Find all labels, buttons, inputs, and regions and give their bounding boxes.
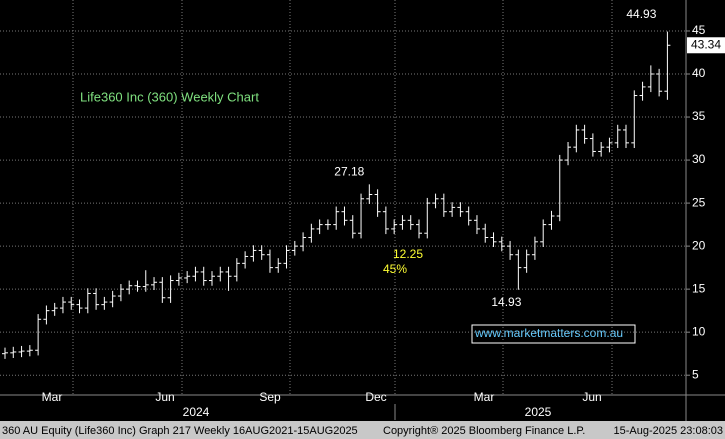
y-tick-label: 10 xyxy=(692,324,706,338)
x-tick-label: Mar xyxy=(474,390,495,404)
low-label: 14.93 xyxy=(491,295,521,309)
x-tick-label: Dec xyxy=(365,390,386,404)
x-tick-label: Mar xyxy=(42,390,63,404)
x-tick-label: Jun xyxy=(582,390,601,404)
y-tick-label: 35 xyxy=(692,109,706,123)
high-label: 27.18 xyxy=(334,165,364,179)
footer-text: Copyright® 2025 Bloomberg Finance L.P. xyxy=(383,425,585,437)
chart-title: Life360 Inc (360) Weekly Chart xyxy=(80,89,259,104)
y-tick-label: 25 xyxy=(692,195,706,209)
watermark: www.marketmatters.com.au xyxy=(474,326,623,340)
y-tick-label: 5 xyxy=(692,367,699,381)
footer-text: 15-Aug-2025 23:08:03 xyxy=(614,425,723,437)
last-price-label: 43.34 xyxy=(691,37,721,51)
x-year-label: 2024 xyxy=(183,405,210,419)
watermark-box xyxy=(471,324,636,344)
footer-bar xyxy=(0,421,725,439)
y-tick-label: 40 xyxy=(692,66,706,80)
high-label: 44.93 xyxy=(626,7,656,21)
x-tick-label: Sep xyxy=(259,390,281,404)
x-tick-label: Jun xyxy=(155,390,174,404)
footer-text: 360 AU Equity (Life360 Inc) Graph 217 We… xyxy=(2,425,358,437)
y-tick-label: 15 xyxy=(692,281,706,295)
x-year-label: 2025 xyxy=(525,405,552,419)
annotation: 12.25 xyxy=(393,247,423,261)
annotation: 45% xyxy=(383,262,407,276)
y-tick-label: 45 xyxy=(692,23,706,37)
last-price-box xyxy=(687,37,725,54)
y-tick-label: 20 xyxy=(692,238,706,252)
y-tick-label: 30 xyxy=(692,152,706,166)
